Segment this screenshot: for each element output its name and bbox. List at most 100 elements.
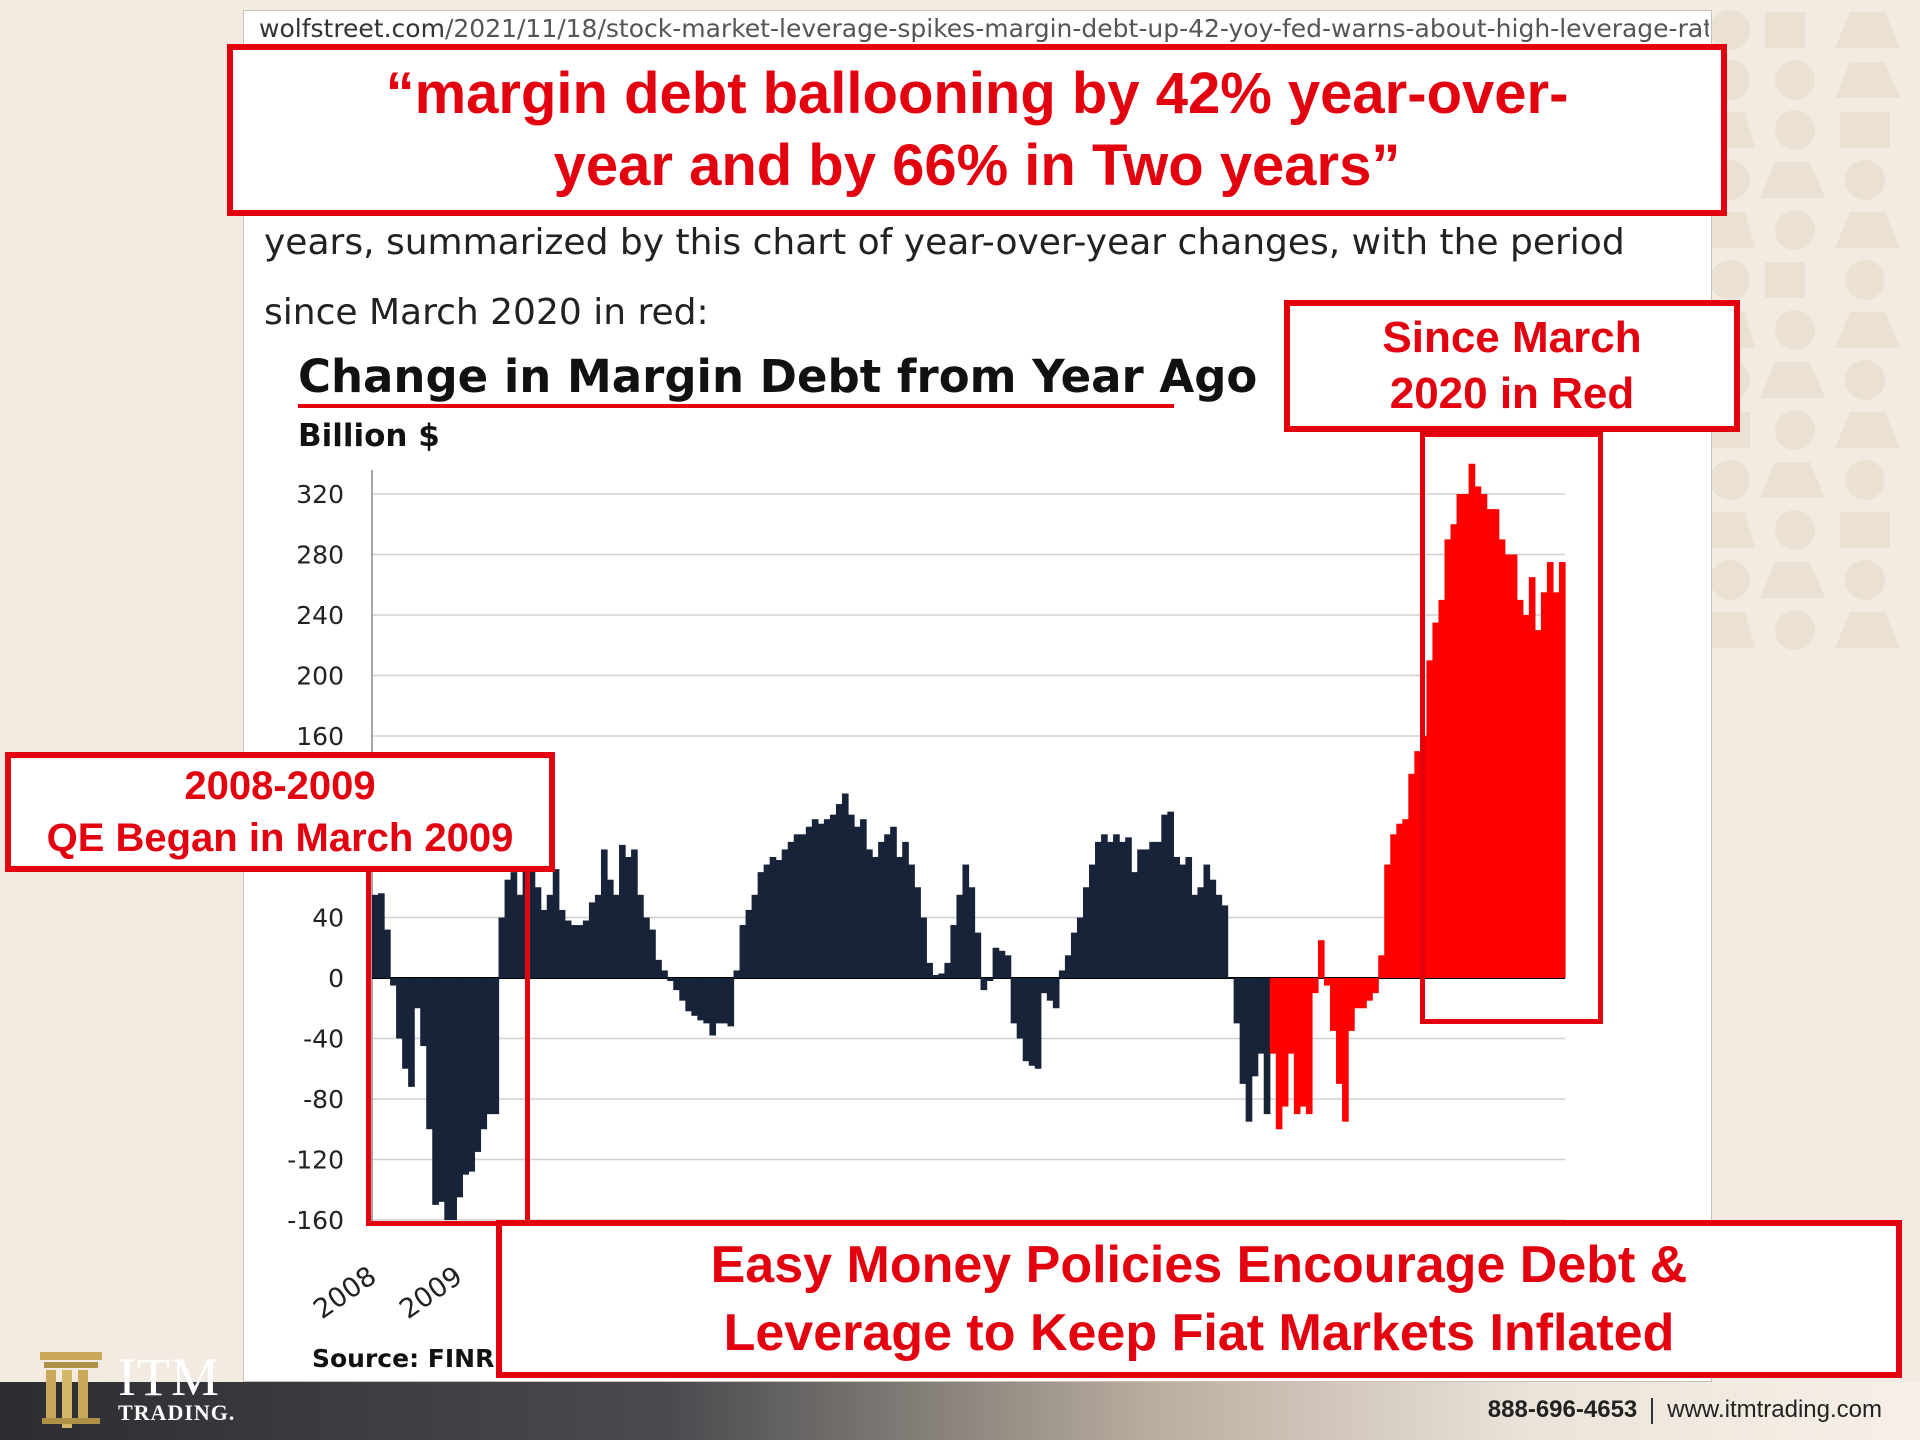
chart-bar	[1444, 539, 1452, 979]
chart-bar	[1076, 917, 1084, 978]
y-tick-label: 280	[296, 541, 344, 570]
chart-bar	[1131, 872, 1138, 979]
itm-pillar-logo-icon	[40, 1352, 102, 1428]
chart-bar	[1528, 577, 1536, 978]
article-paragraph-line-1: years, summarized by this chart of year-…	[264, 222, 1625, 263]
chart-bar	[1161, 814, 1168, 978]
chart-bar	[378, 893, 385, 978]
chart-bar	[715, 978, 723, 1024]
chart-bar	[1317, 940, 1325, 978]
chart-bar	[1456, 494, 1464, 978]
y-tick-label: 200	[296, 662, 344, 691]
url-domain: wolfstreet.com	[259, 14, 445, 43]
chart-bar	[890, 826, 897, 978]
chart-bar	[516, 894, 524, 978]
chart-bar	[450, 978, 457, 1220]
chart-bar	[1342, 978, 1349, 1122]
chart-bar	[1064, 955, 1072, 978]
chart-bar	[643, 917, 650, 978]
chart-bar	[1022, 978, 1030, 1062]
logo-text: ITM	[118, 1347, 220, 1407]
chart-bar	[462, 978, 470, 1175]
chart-bar	[1251, 978, 1259, 1077]
since-line-2: 2020 in Red	[1389, 369, 1635, 418]
chart-bar	[408, 978, 415, 1087]
chart-title-underline	[298, 404, 1174, 408]
chart-bar	[492, 978, 500, 1115]
chart-bar	[1191, 894, 1199, 978]
chart-bar	[1522, 615, 1530, 978]
footer-contact: 888-696-4653 www.itmtrading.com	[1488, 1396, 1882, 1424]
chart-bar	[1082, 887, 1090, 978]
chart-bar	[679, 978, 686, 1001]
chart-bar	[980, 978, 988, 991]
chart-bar	[854, 826, 861, 978]
chart-bar	[793, 834, 801, 978]
chart-bar	[1293, 978, 1301, 1115]
chart-bar	[1004, 955, 1012, 978]
chart-bar	[468, 978, 476, 1172]
chart-bar	[998, 950, 1006, 978]
chart-bar	[1107, 841, 1114, 979]
easy-money-callout: Easy Money Policies Encourage Debt & Lev…	[496, 1220, 1902, 1378]
chart-bar	[835, 804, 843, 978]
chart-bar	[1269, 978, 1277, 1054]
chart-bar	[962, 864, 970, 978]
chart-bar	[1516, 599, 1524, 979]
chart-bar	[745, 909, 753, 978]
qe-period-outline	[366, 864, 530, 1226]
y-tick-label: 320	[296, 480, 344, 509]
chart-bar	[829, 814, 837, 978]
chart-bar	[769, 857, 777, 978]
since-line-1: Since March	[1382, 313, 1642, 362]
chart-bar	[1323, 978, 1331, 986]
chart-bar	[1257, 978, 1265, 1054]
chart-bar	[956, 894, 964, 978]
headline-callout: “margin debt ballooning by 42% year-over…	[227, 44, 1727, 216]
article-paragraph-line-2: since March 2020 in red:	[264, 292, 709, 333]
chart-bar	[872, 857, 879, 978]
chart-bar	[709, 978, 717, 1036]
chart-bar	[1203, 864, 1211, 978]
chart-bar	[920, 917, 927, 978]
chart-bar	[606, 879, 614, 978]
chart-bar	[1095, 841, 1102, 979]
chart-bar	[685, 978, 692, 1012]
chart-bar	[1034, 978, 1042, 1069]
chart-bar	[1239, 978, 1247, 1084]
chart-bar	[546, 894, 554, 978]
chart-bar	[600, 849, 608, 978]
chart-bar	[847, 814, 855, 978]
y-tick-label: 240	[296, 601, 344, 630]
chart-title: Change in Margin Debt from Year Ago	[298, 350, 1258, 403]
chart-bar	[1311, 978, 1319, 994]
chart-bar	[938, 973, 945, 978]
article-url[interactable]: wolfstreet.com/2021/11/18/stock-market-l…	[259, 14, 1709, 43]
chart-bar	[390, 978, 397, 986]
chart-bar	[727, 978, 735, 1027]
chart-bar	[619, 844, 626, 978]
chart-bar	[1070, 932, 1078, 979]
y-axis-unit-label: Billion $	[298, 418, 440, 454]
chart-bar	[456, 978, 463, 1198]
chart-bar	[914, 887, 921, 978]
chart-bar	[1305, 978, 1313, 1115]
y-tick-label: -80	[303, 1085, 344, 1114]
chart-bar	[781, 849, 789, 978]
chart-bar	[510, 872, 518, 979]
logo-subtext: TRADING.	[118, 1400, 236, 1425]
footer-phone[interactable]: 888-696-4653	[1487, 1396, 1638, 1423]
chart-bar	[1287, 978, 1295, 1054]
chart-bar	[1450, 524, 1458, 978]
chart-bar	[1089, 864, 1096, 978]
x-tick-label: 2009	[394, 1261, 468, 1326]
chart-bar	[787, 841, 795, 979]
footer-website[interactable]: www.itmtrading.com	[1667, 1396, 1882, 1423]
chart-bar	[1348, 978, 1355, 1031]
chart-bar	[1245, 978, 1253, 1122]
chart-bar	[444, 978, 451, 1220]
chart-bar	[582, 920, 590, 978]
chart-bar	[1414, 751, 1421, 979]
since-march-callout: Since March 2020 in Red	[1284, 300, 1740, 432]
chart-bar	[986, 978, 994, 982]
